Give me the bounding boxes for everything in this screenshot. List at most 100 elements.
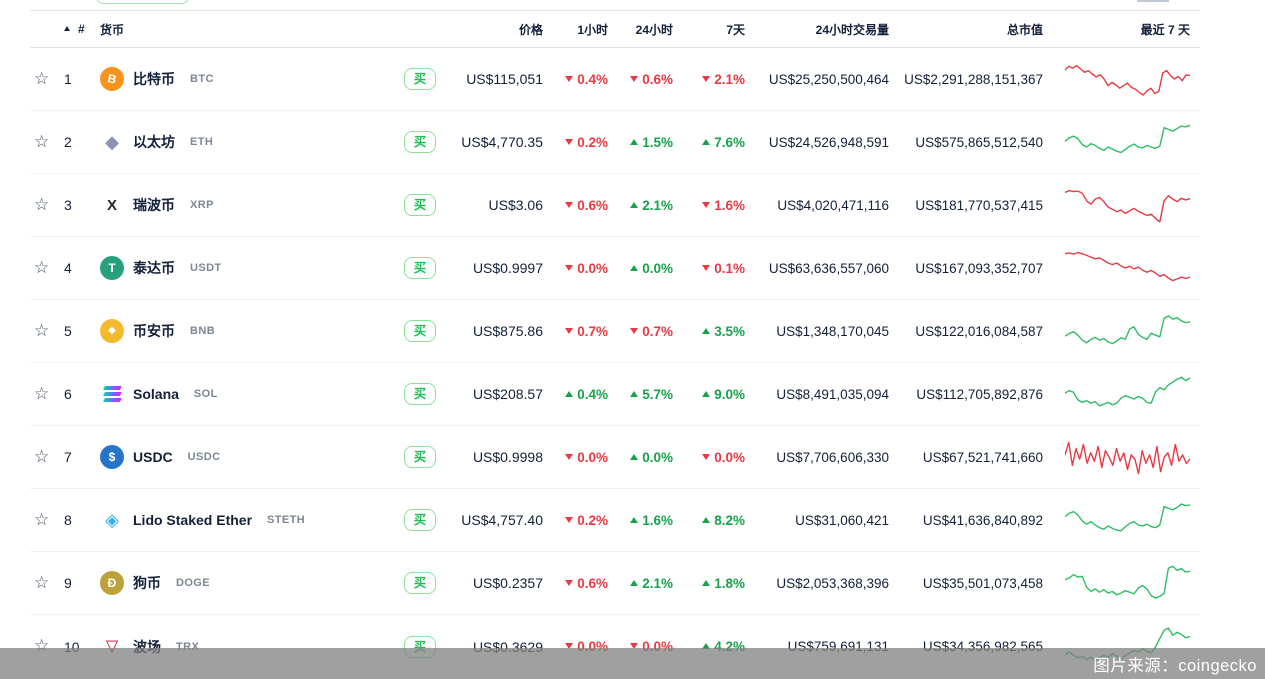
change-1h-cell: 0.0% (543, 261, 608, 276)
coin-cell[interactable]: Ð 狗币 DOGE (100, 571, 395, 595)
arrow-up-icon (630, 390, 639, 397)
buy-cell: 买 (395, 572, 445, 594)
rank-cell: 8 (64, 512, 72, 528)
buy-cell: 买 (395, 68, 445, 90)
price-cell: US$875.86 (472, 323, 543, 339)
rank-cell: 5 (64, 323, 72, 339)
table-row[interactable]: ☆ 7 $ USDC USDC 买 US$0.9998 0.0% 0.0% 0.… (30, 426, 1200, 489)
table-row[interactable]: ☆ 1 B 比特币 BTC 买 US$115,051 0.4% 0.6% 2.1… (30, 48, 1200, 111)
header-24h[interactable]: 24小时 (635, 22, 673, 37)
coin-logo-icon: ◆ (105, 132, 119, 152)
favorite-star-icon[interactable]: ☆ (34, 446, 50, 466)
header-market-cap[interactable]: 总市值 (1006, 22, 1043, 37)
header-7d[interactable]: 7天 (726, 22, 745, 37)
coin-symbol: STETH (267, 514, 306, 526)
arrow-up-icon (702, 138, 711, 145)
arrow-down-icon (630, 327, 639, 334)
change-24h-cell: 0.7% (608, 324, 673, 339)
buy-button[interactable]: 买 (403, 572, 437, 594)
volume-cell: US$4,020,471,116 (777, 197, 889, 213)
watermark-bar: 图片来源：coingecko (0, 648, 1265, 679)
buy-button[interactable]: 买 (403, 383, 437, 405)
volume-cell: US$1,348,170,045 (776, 323, 889, 339)
coin-cell[interactable]: $ USDC USDC (100, 445, 395, 469)
change-1h-cell: 0.2% (543, 135, 608, 150)
arrow-down-icon (630, 75, 639, 82)
watermark-text: 图片来源：coingecko (1093, 656, 1257, 675)
change-24h-cell: 1.5% (608, 135, 673, 150)
header-price[interactable]: 价格 (518, 22, 543, 37)
rank-cell: 6 (64, 386, 72, 402)
table-row[interactable]: ☆ 2 ◆ 以太坊 ETH 买 US$4,770.35 0.2% 1.5% 7.… (30, 111, 1200, 174)
top-divider-fragment (1137, 0, 1169, 2)
table-row[interactable]: ☆ 5 ◆ 币安币 BNB 买 US$875.86 0.7% 0.7% 3.5%… (30, 300, 1200, 363)
change-1h-cell: 0.6% (543, 576, 608, 591)
volume-cell: US$8,491,035,094 (776, 386, 889, 402)
price-cell: US$0.9997 (472, 260, 543, 276)
favorite-star-icon[interactable]: ☆ (34, 194, 50, 214)
coin-cell[interactable]: B 比特币 BTC (97, 64, 395, 94)
market-cap-cell: US$122,016,084,587 (915, 323, 1043, 339)
volume-cell: US$2,053,368,396 (776, 575, 889, 591)
table-row[interactable]: ☆ 9 Ð 狗币 DOGE 买 US$0.2357 0.6% 2.1% 1.8%… (30, 552, 1200, 615)
favorite-cell: ☆ (30, 133, 64, 152)
favorite-star-icon[interactable]: ☆ (34, 257, 50, 277)
arrow-down-icon (565, 516, 574, 523)
buy-button[interactable]: 买 (403, 194, 437, 216)
arrow-up-icon (630, 453, 639, 460)
arrow-up-icon (702, 516, 711, 523)
arrow-down-icon (565, 453, 574, 460)
sparkline-7d-chart (1043, 308, 1200, 354)
favorite-star-icon[interactable]: ☆ (34, 572, 50, 592)
arrow-down-icon (565, 643, 574, 650)
table-row[interactable]: ☆ 8 ◈ Lido Staked Ether STETH 买 US$4,757… (30, 489, 1200, 552)
favorite-star-icon[interactable]: ☆ (34, 68, 50, 88)
change-24h-cell: 1.6% (608, 513, 673, 528)
header-coin[interactable]: 货币 (100, 22, 125, 37)
arrow-down-icon (565, 264, 574, 271)
cutoff-filter-pill[interactable] (95, 0, 190, 4)
favorite-star-icon[interactable]: ☆ (34, 383, 50, 403)
coin-cell[interactable]: ◆ 币安币 BNB (100, 319, 395, 343)
favorite-cell: ☆ (30, 511, 64, 530)
table-row[interactable]: ☆ 6 Solana SOL 买 US$208.57 0.4% 5.7% 9.0… (30, 363, 1200, 426)
table-row[interactable]: ☆ 4 T 泰达币 USDT 买 US$0.9997 0.0% 0.0% 0.1… (30, 237, 1200, 300)
change-24h-cell: 0.0% (608, 450, 673, 465)
buy-button[interactable]: 买 (403, 320, 437, 342)
volume-cell: US$63,636,557,060 (768, 260, 889, 276)
coin-logo-icon: Ð (100, 571, 124, 595)
buy-button[interactable]: 买 (403, 257, 437, 279)
buy-cell: 买 (395, 446, 445, 468)
market-cap-cell: US$575,865,512,540 (915, 134, 1043, 150)
buy-cell: 买 (395, 257, 445, 279)
buy-button[interactable]: 买 (403, 68, 437, 90)
change-7d-cell: 0.1% (673, 261, 745, 276)
table-row[interactable]: ☆ 3 X 瑞波币 XRP 买 US$3.06 0.6% 2.1% 1.6% U… (30, 174, 1200, 237)
coin-cell[interactable]: Solana SOL (100, 382, 395, 406)
change-7d-cell: 2.1% (673, 72, 745, 87)
buy-button[interactable]: 买 (403, 131, 437, 153)
arrow-down-icon (630, 643, 639, 650)
coin-cell[interactable]: ◆ 以太坊 ETH (100, 130, 395, 154)
sparkline-7d-chart (1043, 119, 1200, 165)
price-cell: US$0.9998 (472, 449, 543, 465)
favorite-star-icon[interactable]: ☆ (34, 509, 50, 529)
coin-cell[interactable]: X 瑞波币 XRP (100, 193, 395, 217)
header-volume[interactable]: 24小时交易量 (815, 22, 889, 37)
coin-cell[interactable]: T 泰达币 USDT (100, 256, 395, 280)
header-1h[interactable]: 1小时 (577, 22, 608, 37)
header-rank[interactable]: # (64, 22, 100, 36)
coin-cell[interactable]: ◈ Lido Staked Ether STETH (100, 508, 395, 532)
coin-symbol: USDT (190, 262, 222, 274)
change-7d-cell: 9.0% (673, 387, 745, 402)
buy-button[interactable]: 买 (403, 446, 437, 468)
arrow-down-icon (565, 579, 574, 586)
market-cap-cell: US$181,770,537,415 (915, 197, 1043, 213)
change-24h-cell: 2.1% (608, 198, 673, 213)
favorite-star-icon[interactable]: ☆ (34, 320, 50, 340)
buy-button[interactable]: 买 (403, 509, 437, 531)
change-24h-cell: 0.6% (608, 72, 673, 87)
favorite-star-icon[interactable]: ☆ (34, 131, 50, 151)
coin-name: 比特币 (133, 71, 175, 87)
coin-name: 以太坊 (133, 134, 175, 150)
